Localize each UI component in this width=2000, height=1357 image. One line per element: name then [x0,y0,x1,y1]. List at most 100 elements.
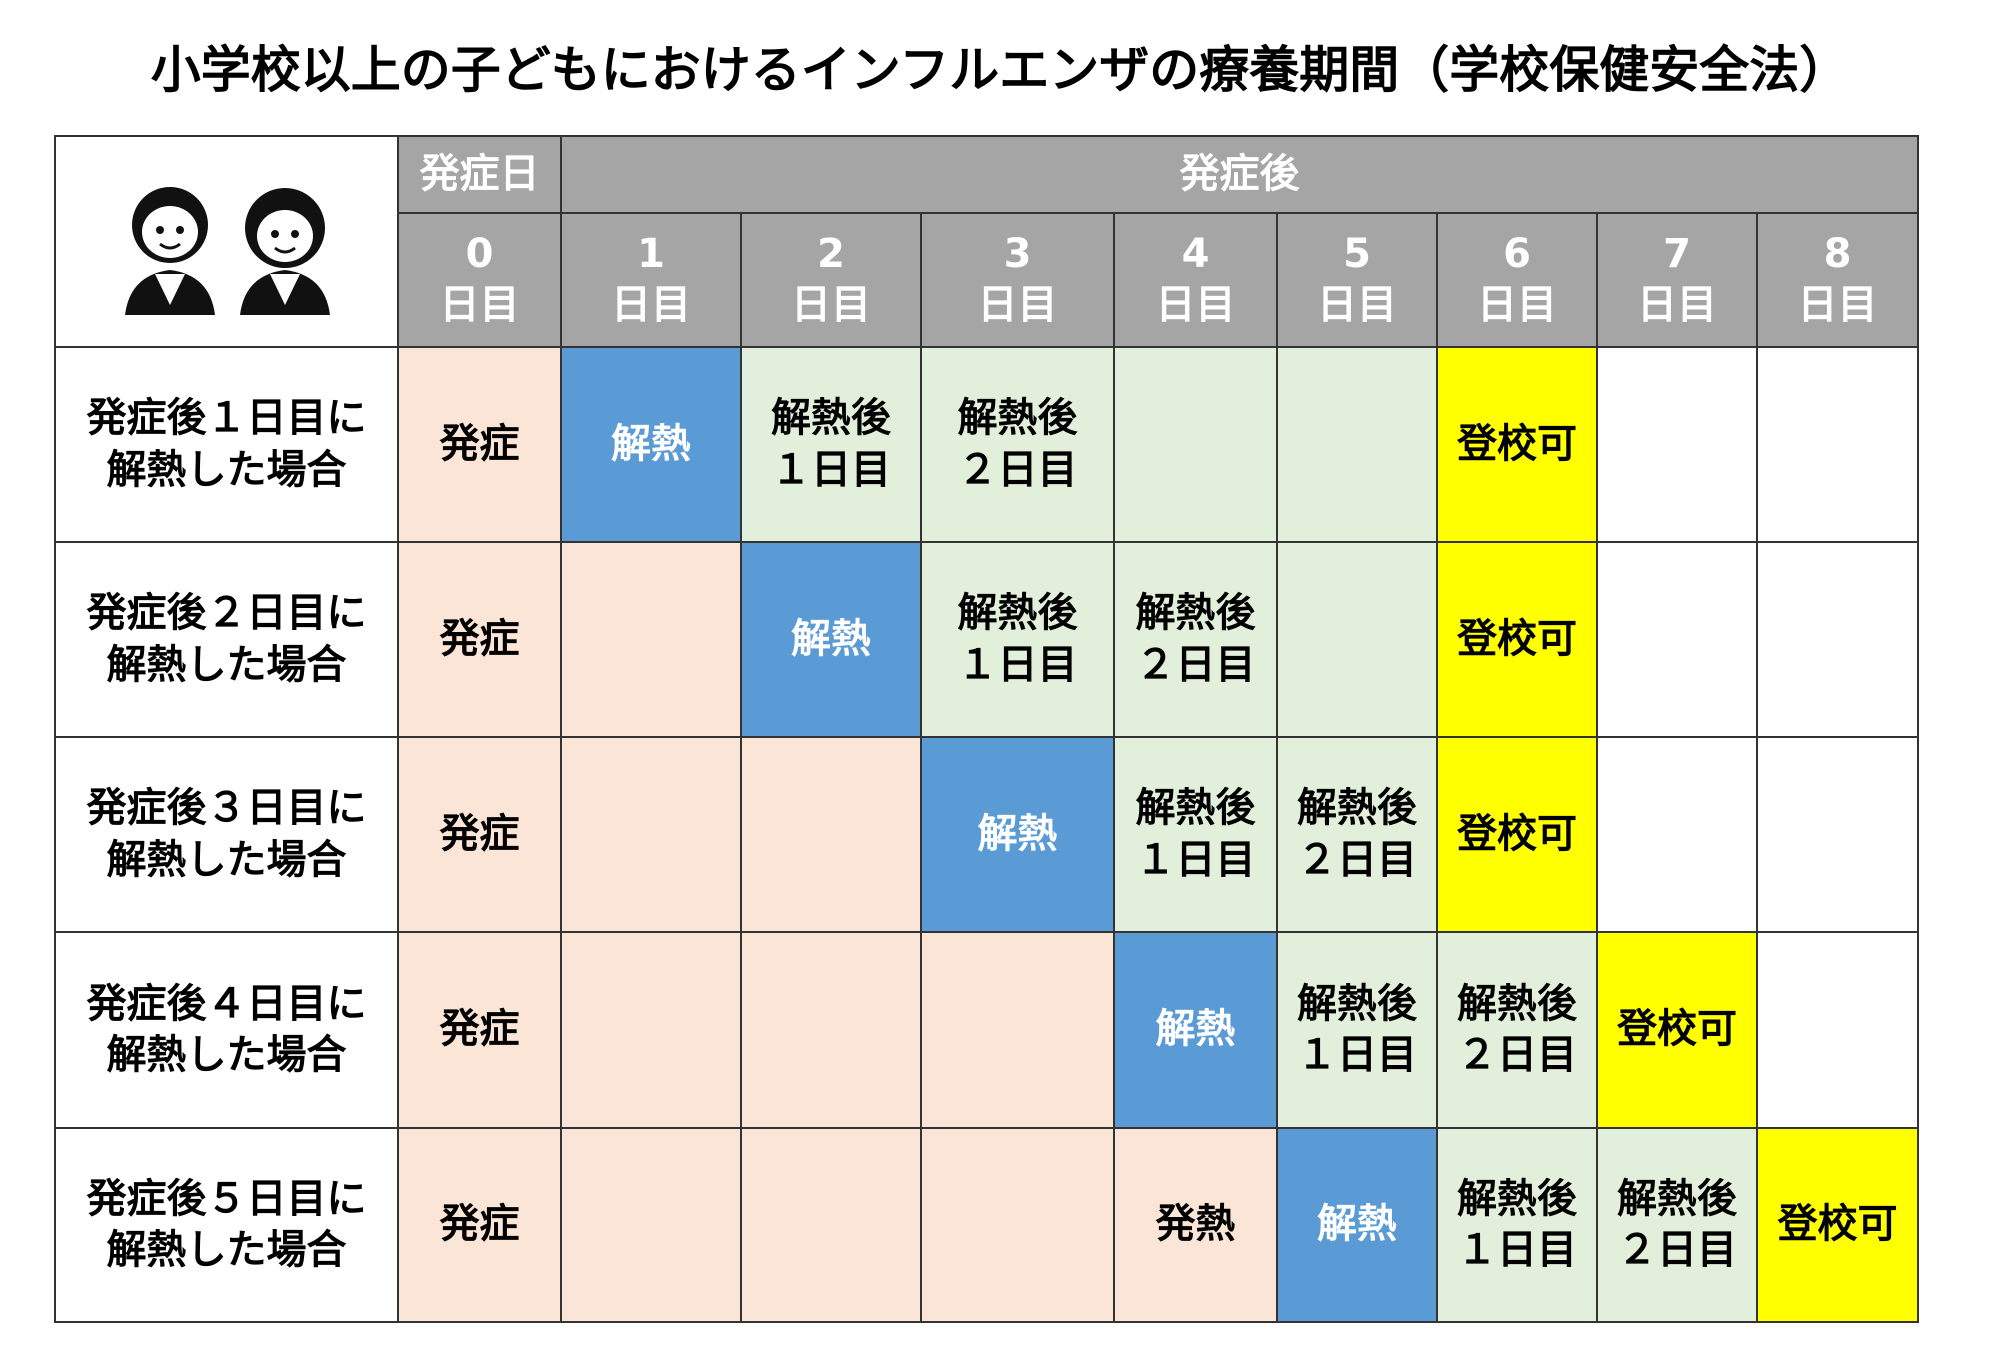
day-label: 日目 [1637,282,1717,328]
day-cell: 解熱後 ２日目 [1436,931,1598,1129]
cell-text: 解熱後 [771,395,891,442]
day-header: 1 日目 [560,212,742,348]
row-label: 発症後３日目に 解熱した場合 [54,736,399,933]
cell-text: 解熱 [977,810,1058,857]
cell-text: 登校可 [1617,1006,1737,1053]
day-cell: 解熱 [740,541,922,738]
row-label-line: 解熱した場合 [106,836,347,883]
cell-text: １日目 [1457,1227,1577,1273]
day-cell: 解熱 [920,736,1115,933]
cell-text: １日目 [1135,836,1256,883]
cell-text: 登校可 [1457,615,1577,662]
day-number: 7 [1663,230,1691,277]
day-cell [560,736,742,933]
day-number: 4 [1181,230,1210,277]
cell-text: ２日目 [1617,1227,1737,1273]
day-cell: 解熱 [560,346,742,543]
cell-text: 解熱 [611,420,691,467]
day-label: 日目 [1317,282,1397,328]
day-cell: 解熱後 ２日目 [920,346,1115,543]
day-cell [1756,931,1919,1129]
day-label: 日目 [1477,282,1557,328]
row-label-line: 発症後４日目に [86,980,367,1027]
cell-text: 登校可 [1777,1201,1898,1248]
day-cell [1756,346,1919,543]
day-cell: 解熱後 １日目 [920,541,1115,738]
day-cell [740,1127,922,1323]
cell-text: 解熱後 [1297,980,1417,1027]
row-label-line: 解熱した場合 [106,1227,347,1273]
day-cell [1596,346,1758,543]
cell-text: 解熱 [1317,1201,1397,1248]
day-label: 日目 [1797,282,1878,328]
day-header: 6 日目 [1436,212,1598,348]
row-label-line: 発症後５日目に [86,1175,367,1222]
day-number: 0 [465,230,494,277]
day-cell [1596,736,1758,933]
day-number: 5 [1343,230,1371,277]
day-cell: 登校可 [1596,931,1758,1129]
cell-text: 解熱後 [1297,785,1417,832]
children-icon [125,187,330,315]
cell-text: ２日目 [1457,1032,1577,1078]
day-label: 日目 [1155,282,1236,328]
day-cell: 解熱 [1276,1127,1438,1323]
day-cell [560,931,742,1129]
header-cell: 発症後 [560,135,1919,214]
header-text: 発症日 [419,150,540,197]
cell-text: 解熱 [1155,1006,1236,1053]
day-header: 4 日目 [1113,212,1278,348]
cell-text: ２日目 [1297,836,1417,883]
cell-text: 解熱後 [957,395,1078,442]
cell-text: 解熱後 [957,590,1078,637]
day-cell: 発症 [397,346,562,543]
cell-text: 発症 [439,1006,520,1053]
cell-text: 登校可 [1457,810,1577,857]
day-cell: 発症 [397,736,562,933]
day-cell [1113,346,1278,543]
cell-text: 解熱後 [1135,590,1256,637]
row-label-line: 解熱した場合 [106,641,347,688]
cell-text: 発症 [439,810,520,857]
cell-text: ２日目 [957,446,1078,493]
day-cell: 登校可 [1436,541,1598,738]
day-label: 日目 [791,282,871,328]
row-label: 発症後１日目に 解熱した場合 [54,346,399,543]
day-cell: 解熱後 １日目 [1113,736,1278,933]
day-cell: 発熱 [1113,1127,1278,1323]
row-label: 発症後４日目に 解熱した場合 [54,931,399,1129]
cell-text: 解熱後 [1135,785,1256,832]
day-header: 7 日目 [1596,212,1758,348]
title: 小学校以上の子どもにおけるインフルエンザの療養期間（学校保健安全法） [150,41,1850,99]
day-cell [1596,541,1758,738]
cell-text: ２日目 [1135,641,1256,688]
day-cell [920,1127,1115,1323]
header-text: 発症後 [1179,150,1300,197]
cell-text: 登校可 [1457,420,1577,467]
day-cell: 解熱後 ２日目 [1596,1127,1758,1323]
day-number: 2 [817,230,845,277]
row-label-line: 発症後３日目に [86,785,367,832]
day-cell: 発症 [397,931,562,1129]
day-cell [560,541,742,738]
day-cell [1276,541,1438,738]
day-number: 6 [1503,230,1531,277]
row-label-line: 発症後１日目に [86,395,367,442]
day-label: 日目 [977,282,1058,328]
row-label: 発症後２日目に 解熱した場合 [54,541,399,738]
cell-text: 解熱後 [1457,980,1577,1027]
day-cell [1756,736,1919,933]
day-cell [920,931,1115,1129]
day-cell [1756,541,1919,738]
day-cell [1276,346,1438,543]
day-cell: 解熱後 ２日目 [1113,541,1278,738]
day-cell: 解熱後 ２日目 [1276,736,1438,933]
row-label: 発症後５日目に 解熱した場合 [54,1127,399,1323]
day-number: 1 [637,230,665,277]
day-cell: 解熱後 １日目 [740,346,922,543]
day-cell: 登校可 [1436,736,1598,933]
cell-text: 解熱後 [1617,1175,1737,1222]
day-header: 8 日目 [1756,212,1919,348]
cell-text: 解熱後 [1457,1175,1577,1222]
